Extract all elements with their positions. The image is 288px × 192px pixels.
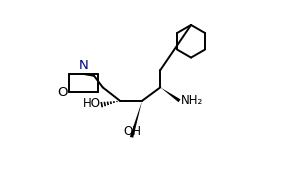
Text: O: O [57, 86, 68, 99]
Text: OH: OH [124, 125, 141, 138]
Text: N: N [79, 59, 88, 72]
Text: NH₂: NH₂ [181, 94, 203, 107]
Text: HO: HO [83, 97, 101, 110]
Polygon shape [130, 101, 142, 138]
Polygon shape [160, 87, 181, 102]
